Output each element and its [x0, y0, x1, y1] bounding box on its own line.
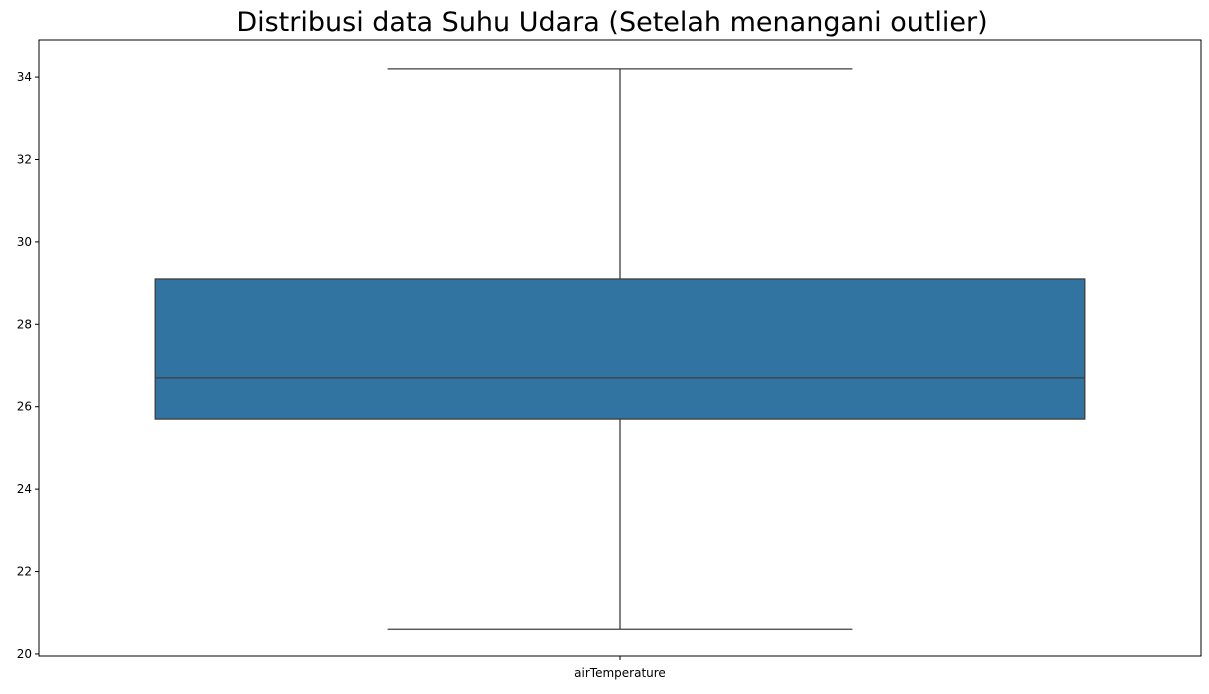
y-tick-label: 34: [17, 70, 32, 84]
y-tick-label: 24: [17, 482, 32, 496]
y-tick-label: 20: [17, 647, 32, 661]
y-tick-label: 32: [17, 152, 32, 166]
y-tick-label: 28: [17, 317, 32, 331]
plot-area: airTemperature 20 22 24 26 28 30 32 34: [17, 39, 1202, 680]
interquartile-box: [154, 278, 1086, 420]
chart-title: Distribusi data Suhu Udara (Setelah mena…: [236, 7, 987, 38]
y-tick-label: 26: [17, 400, 32, 414]
y-tick-label: 30: [17, 235, 32, 249]
x-tick-label: airTemperature: [574, 666, 666, 680]
plot-frame: [38, 39, 1202, 657]
y-tick-label: 22: [17, 565, 32, 579]
